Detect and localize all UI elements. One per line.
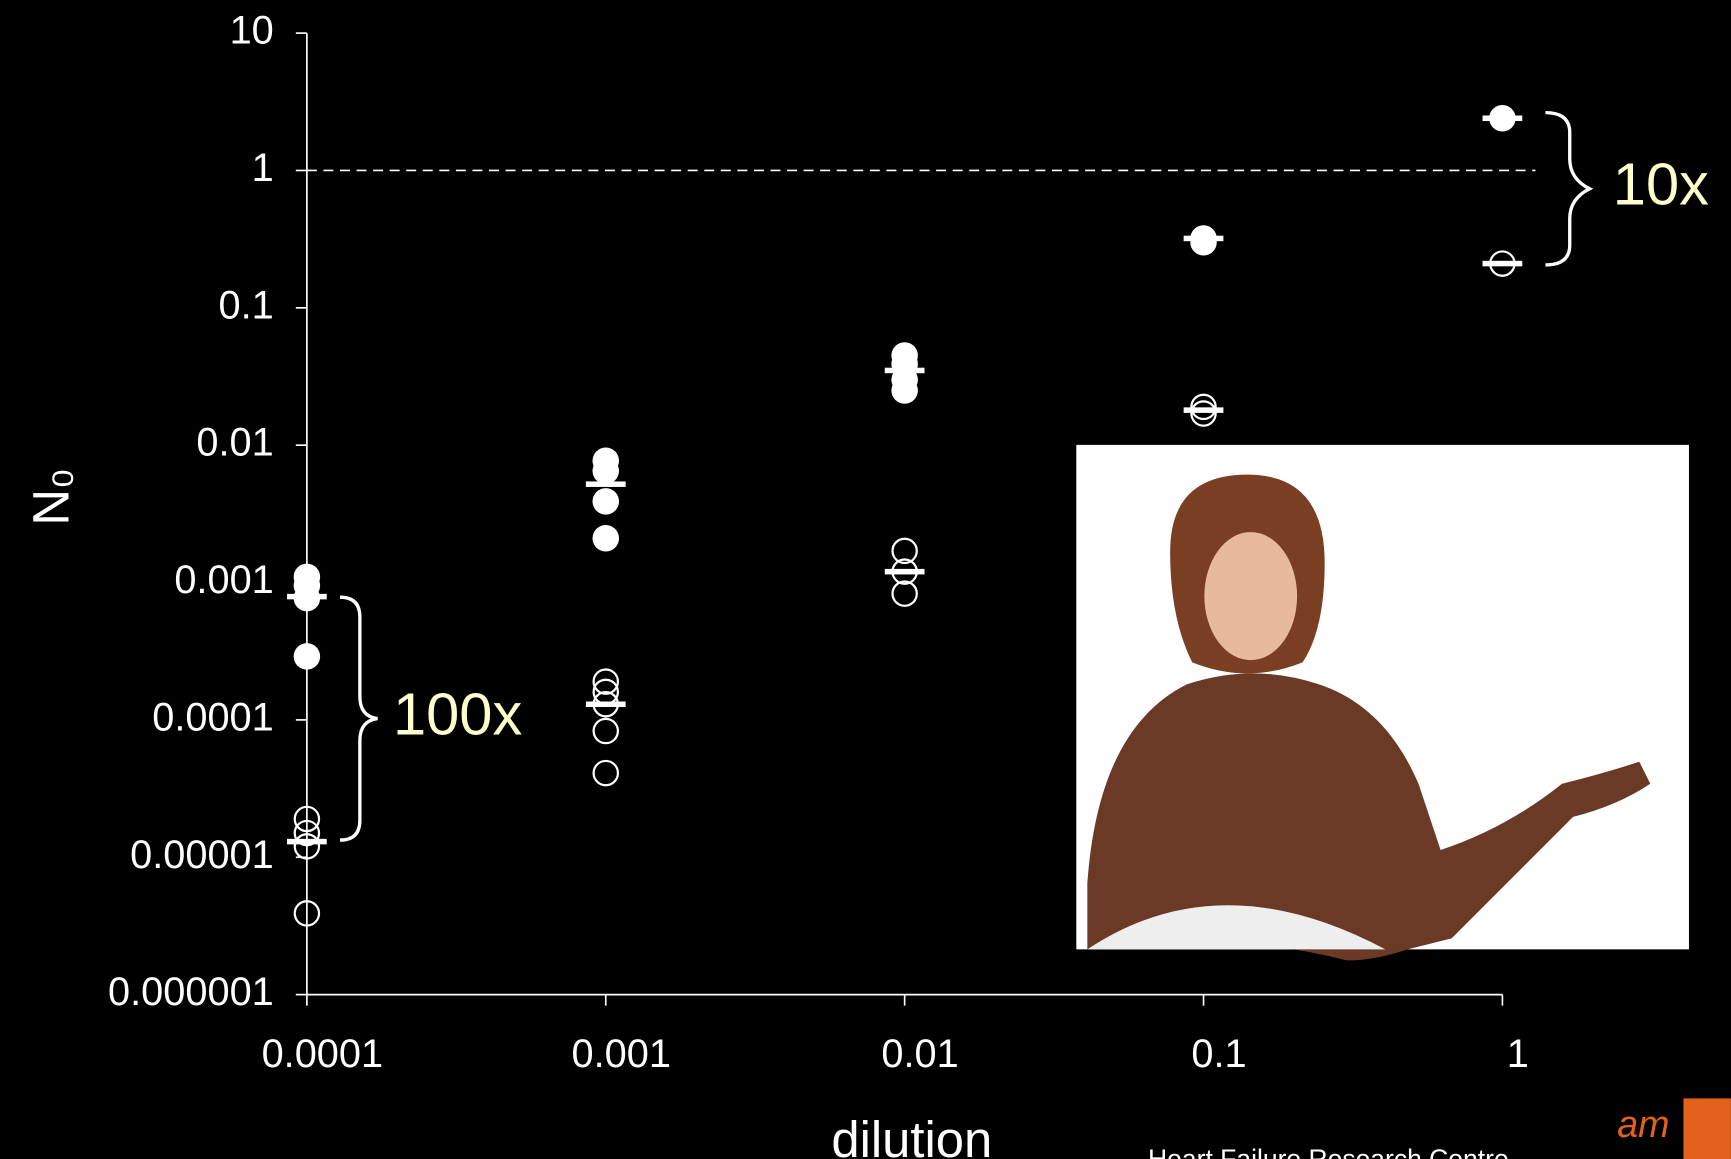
x-tick-label: 0.01 (881, 1032, 958, 1076)
filled-point (592, 457, 620, 485)
x-tick-label: 0.1 (1191, 1032, 1246, 1076)
bracket (339, 595, 378, 842)
median-bar (884, 367, 925, 374)
figure-shirt (1087, 673, 1651, 961)
logo: am (1617, 1103, 1669, 1145)
footer-text: Heart Failure Research Centre (1148, 1144, 1509, 1159)
open-point (891, 537, 918, 565)
x-tick-label: 0.001 (572, 1032, 671, 1076)
open-point (592, 717, 620, 745)
open-point (293, 819, 321, 847)
filled-point (293, 643, 321, 670)
filled-point (891, 377, 918, 404)
y-tick-label: 0.01 (196, 421, 273, 465)
median-bar (585, 701, 626, 708)
chart-body: dilution N₀ 100x 10x Heart Failure Resea… (23, 9, 1731, 1159)
open-point (891, 580, 918, 607)
filled-point (592, 525, 620, 552)
median-bar (287, 838, 327, 845)
median-bar (1183, 235, 1224, 242)
open-point (592, 668, 620, 695)
open-point (293, 833, 321, 860)
filled-point (1190, 229, 1217, 256)
photo (1076, 444, 1689, 961)
median-bar (585, 481, 626, 487)
photo-foreground (1087, 905, 1386, 950)
filled-point (592, 488, 620, 515)
median-bar (287, 593, 327, 600)
y-tick-label: 0.0001 (152, 695, 274, 739)
y-axis-label: N₀ (23, 468, 80, 526)
logo-mark (1683, 1098, 1731, 1159)
x-tick-label: 1 (1507, 1032, 1529, 1076)
y-tick-label: 1 (252, 146, 274, 190)
open-point (293, 805, 321, 833)
open-point (1190, 393, 1217, 421)
median-bar (1482, 260, 1523, 267)
open-point (592, 759, 620, 787)
y-tick-label: 0.000001 (108, 970, 274, 1014)
x-tick-label: 0.0001 (262, 1032, 384, 1076)
median-bar (1482, 115, 1523, 122)
median-bar (884, 568, 925, 575)
y-tick-label: 0.1 (219, 283, 274, 327)
x-axis-label: dilution (831, 1111, 992, 1159)
median-bar (1183, 407, 1224, 413)
y-tick-label: 0.00001 (130, 833, 274, 877)
annotation: 100x (393, 680, 522, 747)
y-tick-label: 10 (230, 9, 274, 53)
bracket (1545, 110, 1594, 267)
figure-face (1204, 532, 1298, 661)
open-point (1190, 400, 1217, 427)
annotation: 10x (1613, 151, 1709, 218)
open-point (293, 900, 321, 927)
y-tick-label: 0.001 (174, 558, 273, 602)
